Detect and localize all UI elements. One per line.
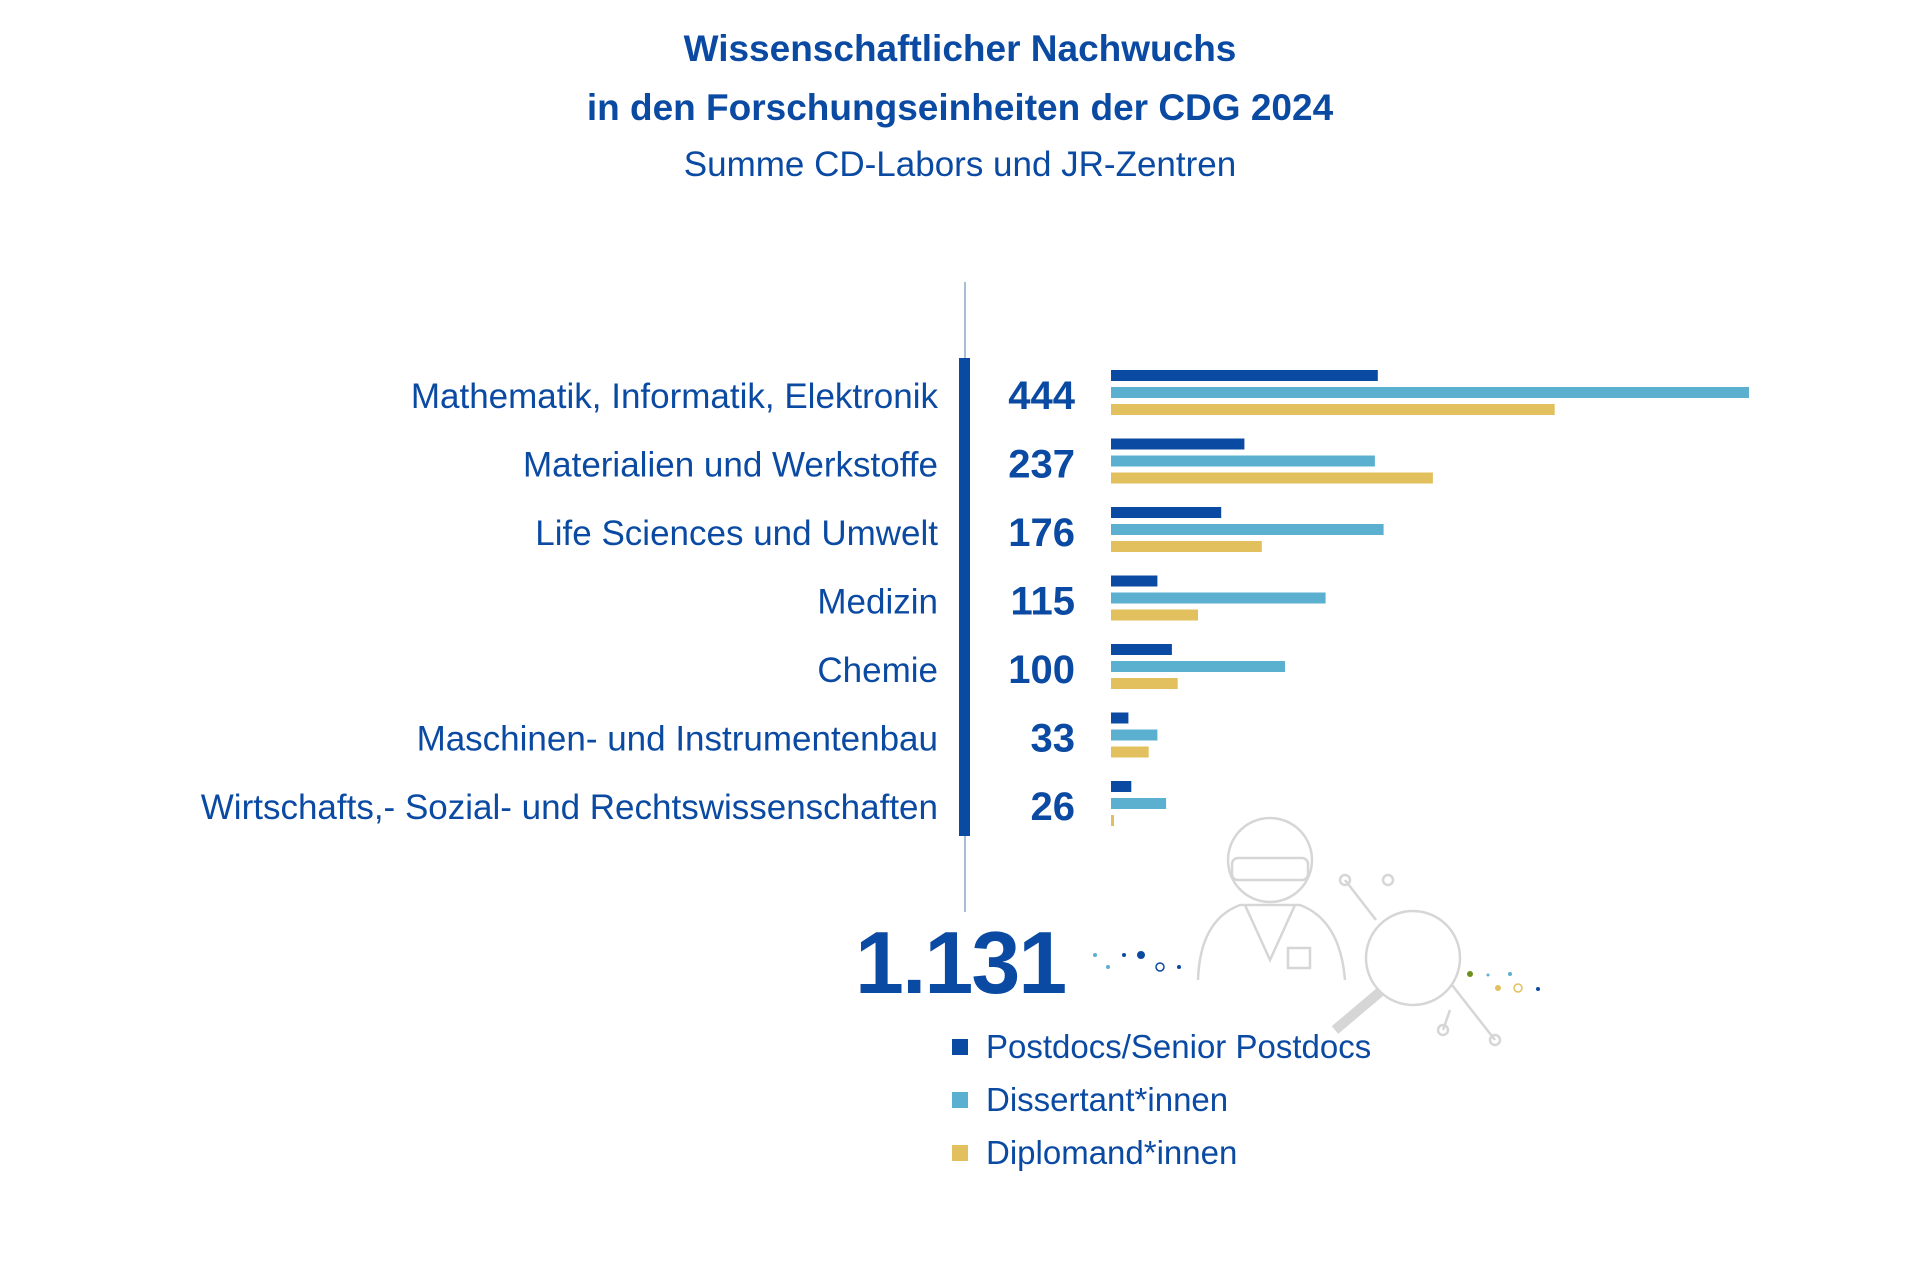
bar-postdocs [1111,370,1378,381]
bar-diplomand [1111,746,1149,758]
axis-highlight-bar [959,358,970,836]
legend-label-diplomand: Diplomand*innen [986,1133,1238,1171]
legend-item-diplomand: Diplomand*innen [952,1126,1371,1179]
decorative-dots [1093,951,1540,993]
category-total-label: 444 [1008,374,1075,418]
category-total-label: 115 [1010,580,1075,624]
bar-postdocs [1111,644,1172,655]
bar-postdocs [1111,575,1158,587]
bar-dissertant [1111,798,1167,809]
bar-postdocs [1111,507,1222,518]
category-total-label: 237 [1008,443,1075,487]
category-label: Wirtschafts,- Sozial- und Rechtswissensc… [201,788,938,827]
category-label: Mathematik, Informatik, Elektronik [411,377,939,416]
legend-swatch-dissertant [952,1091,968,1108]
category-label: Materialien und Werkstoffe [523,446,938,485]
chart-title-line-1: Wissenschaftlicher Nachwuchs [683,28,1237,69]
bar-dissertant [1111,661,1285,672]
bar-dissertant [1111,455,1375,467]
grand-total: 1.131 [855,913,1067,1012]
chart-title-line-2: in den Forschungseinheiten der CDG 2024 [586,87,1334,128]
bar-diplomand [1111,404,1555,415]
legend-label-dissertant: Dissertant*innen [986,1080,1229,1118]
bar-dissertant [1111,524,1384,535]
category-label: Chemie [817,651,938,690]
category-total-label: 176 [1008,511,1075,555]
bar-diplomand [1111,472,1433,484]
scientist-illustration [1196,816,1502,1047]
category-label: Maschinen- und Instrumentenbau [417,720,938,759]
legend-item-postdocs: Postdocs/Senior Postdocs [952,1020,1371,1073]
legend-item-dissertant: Dissertant*innen [952,1073,1371,1126]
bar-diplomand [1111,609,1198,621]
legend-swatch-postdocs [952,1038,968,1055]
legend-swatch-diplomand [952,1144,968,1161]
bar-postdocs [1111,712,1129,724]
bar-diplomand [1111,678,1178,689]
chart-subtitle: Summe CD-Labors und JR-Zentren [683,145,1237,184]
category-total-label: 26 [1031,785,1076,829]
category-label: Medizin [817,583,938,622]
legend: Postdocs/Senior Postdocs Dissertant*inne… [952,1020,1371,1179]
legend-label-postdocs: Postdocs/Senior Postdocs [986,1027,1372,1065]
bar-diplomand [1111,815,1114,826]
bar-diplomand [1111,541,1262,552]
category-total-label: 33 [1031,717,1076,761]
bar-postdocs [1111,438,1245,450]
category-total-label: 100 [1008,648,1075,692]
bar-postdocs [1111,781,1132,792]
category-label: Life Sciences und Umwelt [535,514,938,553]
bar-dissertant [1111,387,1749,398]
bar-dissertant [1111,592,1326,604]
bar-dissertant [1111,729,1158,741]
